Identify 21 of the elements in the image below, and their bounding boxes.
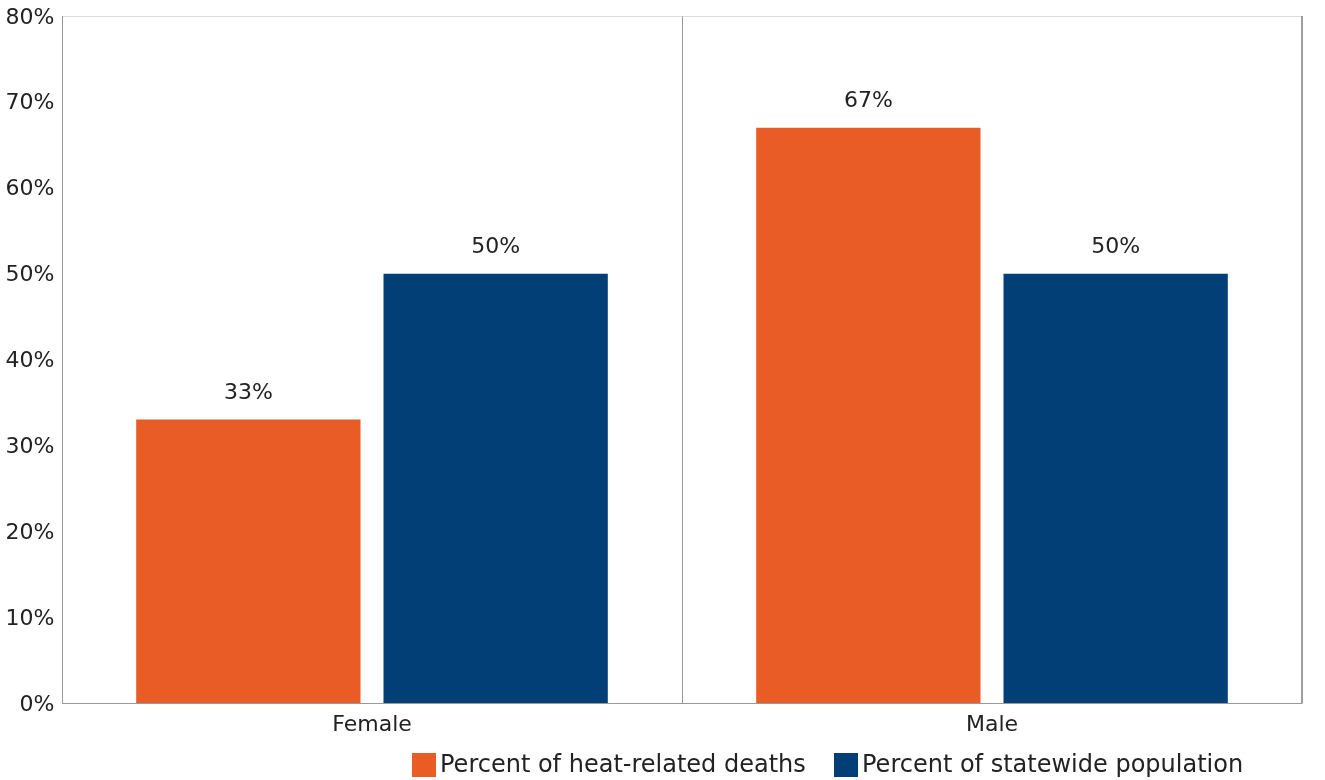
y-tick-label: 50% — [5, 261, 55, 287]
bar — [383, 273, 608, 703]
y-tick-label: 30% — [5, 432, 55, 458]
y-tick-label: 70% — [5, 89, 55, 115]
bar — [756, 127, 981, 703]
data-label: 50% — [471, 232, 521, 258]
data-label: 33% — [223, 378, 273, 404]
y-tick-label: 60% — [5, 175, 55, 201]
x-tick-label: Female — [332, 710, 412, 736]
y-tick-label: 10% — [5, 604, 55, 630]
x-tick-label: Male — [965, 710, 1019, 736]
legend-label: Percent of heat-related deaths — [440, 750, 806, 778]
legend-label: Percent of statewide population — [862, 750, 1244, 778]
y-tick-label: 40% — [5, 347, 55, 372]
y-tick-label: 80% — [5, 3, 55, 29]
bar — [1003, 273, 1228, 703]
data-label: 67% — [843, 86, 893, 112]
bar — [136, 419, 361, 703]
y-tick-label: 0% — [19, 690, 55, 716]
y-tick-label: 20% — [5, 518, 55, 544]
data-label: 50% — [1091, 232, 1141, 258]
